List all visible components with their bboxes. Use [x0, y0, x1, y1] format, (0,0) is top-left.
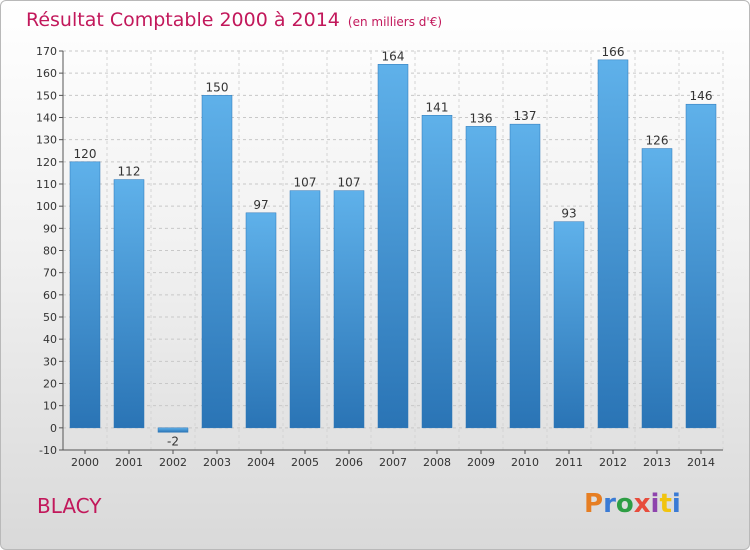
town-name: BLACY	[37, 494, 102, 518]
value-label: 107	[294, 176, 317, 190]
x-tick-label: 2006	[335, 456, 363, 469]
value-label: 141	[426, 100, 449, 114]
y-tick-label: 0	[50, 422, 57, 435]
x-tick-label: 2010	[511, 456, 539, 469]
x-tick-label: 2014	[687, 456, 715, 469]
y-tick-label: 110	[36, 178, 57, 191]
value-label: 97	[253, 198, 268, 212]
value-label: 136	[470, 111, 493, 125]
y-tick-label: 40	[43, 333, 57, 346]
y-tick-label: 70	[43, 267, 57, 280]
y-tick-label: 120	[36, 156, 57, 169]
x-tick-label: 2002	[159, 456, 187, 469]
bar-2012	[597, 59, 629, 429]
bar-2005	[289, 190, 321, 429]
axes: -10 0 10 20 30 40 50 60 70 80 90 100 110 120 130 140 150…	[36, 45, 723, 469]
bar-2007	[377, 64, 409, 429]
value-label: 146	[690, 89, 713, 103]
bar-2013	[641, 148, 673, 429]
chart-title-text: Résultat Comptable 2000 à 2014	[26, 9, 340, 31]
x-tick-label: 2005	[291, 456, 319, 469]
chart-subtitle: (en milliers d'€)	[347, 15, 443, 29]
x-tick-label: 2003	[203, 456, 231, 469]
y-tick-label: 10	[43, 400, 57, 413]
y-tick-label: 160	[36, 67, 57, 80]
logo-letter: x	[633, 489, 651, 519]
value-label: 164	[382, 49, 405, 63]
value-label: -2	[167, 434, 179, 448]
x-tick-label: 2013	[643, 456, 671, 469]
bar-2006	[333, 190, 365, 429]
bar-2008	[421, 115, 453, 429]
logo-letter: r	[603, 489, 616, 519]
bar-2001	[113, 179, 145, 429]
logo-letter: o	[615, 489, 634, 519]
y-tick-label: 60	[43, 289, 57, 302]
value-label: 112	[118, 165, 141, 179]
y-tick-label: 100	[36, 200, 57, 213]
x-tick-label: 2004	[247, 456, 275, 469]
value-label: 120	[74, 147, 97, 161]
value-label: 150	[206, 80, 229, 94]
x-tick-label: 2000	[71, 456, 99, 469]
y-tick-label: 170	[36, 45, 57, 58]
bar-2004	[245, 212, 277, 429]
bar-2010	[509, 123, 541, 429]
y-tick-label: 20	[43, 378, 57, 391]
value-label: 126	[646, 134, 669, 148]
y-tick-label: 30	[43, 355, 57, 368]
bar-2002	[157, 427, 189, 433]
logo-letter: t	[659, 489, 672, 519]
bar-2009	[465, 126, 497, 429]
y-tick-label: 80	[43, 245, 57, 258]
chart-title: Résultat Comptable 2000 à 2014 (en millie…	[26, 9, 442, 31]
x-tick-label: 2011	[555, 456, 583, 469]
value-label: 166	[602, 45, 625, 59]
x-tick-label: 2001	[115, 456, 143, 469]
bars	[69, 59, 717, 433]
logo-letter: i	[671, 489, 681, 519]
y-tick-label: -10	[39, 444, 57, 457]
x-tick-label: 2007	[379, 456, 407, 469]
logo-letter: i	[650, 489, 660, 519]
value-labels: 120 112 -2 150 97 107 107 164 141 136 137 93 166 126 1…	[74, 45, 713, 448]
value-label: 107	[338, 176, 361, 190]
proxiti-logo: Proxiti	[584, 489, 681, 519]
bar-2011	[553, 221, 585, 429]
x-tick-label: 2008	[423, 456, 451, 469]
x-tick-label: 2012	[599, 456, 627, 469]
y-tick-label: 130	[36, 134, 57, 147]
bar-2000	[69, 161, 101, 429]
y-tick-label: 140	[36, 112, 57, 125]
x-tick-label: 2009	[467, 456, 495, 469]
y-tick-label: 50	[43, 311, 57, 324]
bar-2003	[201, 95, 233, 429]
bar-2014	[685, 103, 717, 429]
y-tick-label: 90	[43, 222, 57, 235]
logo-letter: P	[584, 489, 604, 519]
value-label: 137	[514, 109, 537, 123]
y-tick-label: 150	[36, 89, 57, 102]
value-label: 93	[561, 207, 576, 221]
